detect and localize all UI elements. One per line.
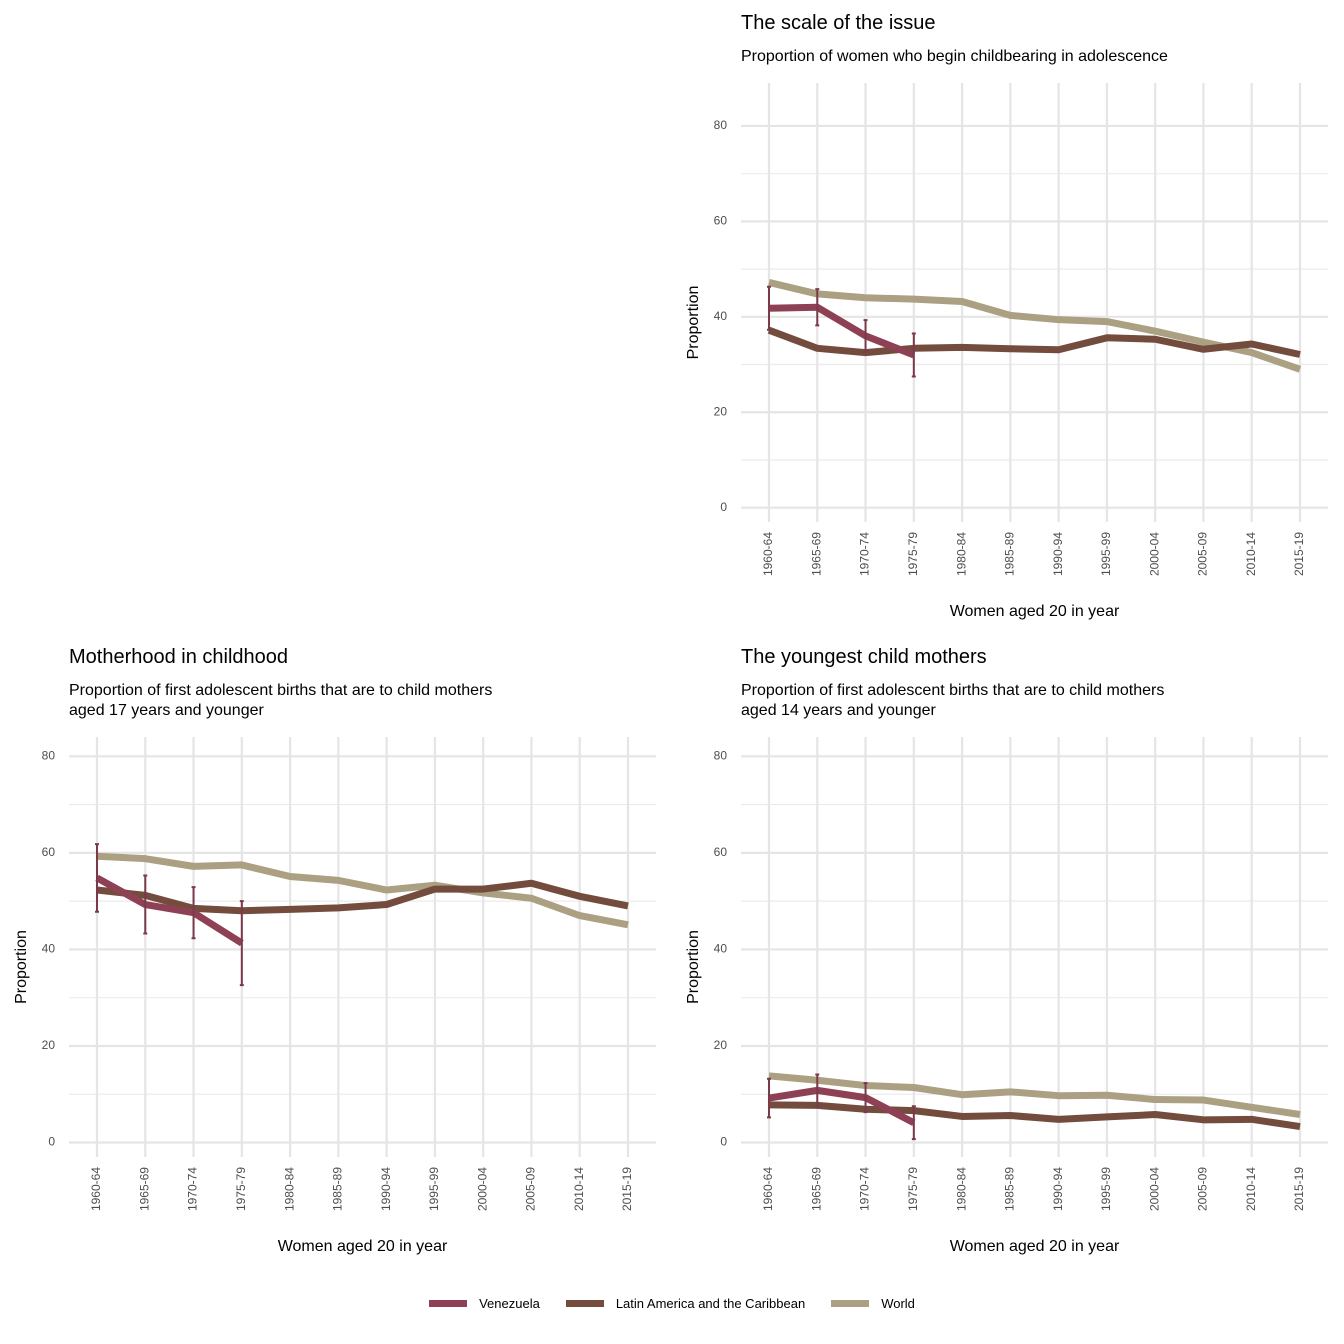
x-tick-label: 2005-09: [524, 1167, 538, 1211]
error-bar: [767, 285, 771, 331]
x-tick-label: 1970-74: [858, 1167, 872, 1211]
error-bar: [863, 319, 868, 353]
x-tick-label: 1990-94: [379, 1167, 393, 1211]
series-line: [96, 879, 629, 915]
x-tick-label: 2015-19: [1292, 1167, 1306, 1211]
x-tick-label: 1965-69: [809, 1167, 823, 1211]
chart-subtitle: Proportion of women who begin childbeari…: [741, 48, 1168, 65]
x-tick-label: 1965-69: [809, 532, 823, 576]
legend-item: Venezuela: [429, 1296, 540, 1311]
x-tick-label: 1995-99: [1099, 532, 1113, 576]
x-tick-label: 1975-79: [906, 1167, 920, 1211]
error-bar: [863, 1082, 868, 1114]
series-line: [96, 852, 629, 929]
x-tick-label: 2000-04: [1147, 1167, 1161, 1211]
y-tick-label: 40: [714, 309, 728, 323]
x-tick-label: 2000-04: [1147, 532, 1161, 576]
chart-title: The youngest child mothers: [741, 646, 987, 668]
y-tick-label: 0: [720, 1135, 727, 1149]
x-axis-title: Women aged 20 in year: [950, 1238, 1120, 1255]
series-line: [768, 1101, 1301, 1131]
chart-subtitle: Proportion of first adolescent births th…: [69, 682, 493, 719]
y-axis-title: Proportion: [685, 930, 702, 1004]
y-tick-label: 80: [42, 748, 56, 762]
x-tick-label: 1965-69: [137, 1167, 151, 1211]
y-tick-label: 0: [48, 1135, 55, 1149]
y-tick-label: 40: [714, 942, 728, 956]
y-tick-label: 0: [720, 500, 727, 514]
chart-heading: The youngest child mothers Proportion of …: [741, 646, 1164, 721]
x-tick-label: 1975-79: [906, 532, 920, 576]
x-tick-label: 2015-19: [620, 1167, 634, 1211]
series-line: [768, 1072, 1301, 1118]
legend-swatch: [565, 1300, 604, 1307]
x-tick-label: 2010-14: [572, 1167, 586, 1211]
x-tick-label: 1980-84: [954, 1167, 968, 1211]
x-tick-label: 2015-19: [1292, 532, 1306, 576]
x-tick-label: 1985-89: [1003, 1167, 1017, 1211]
y-tick-label: 20: [714, 1038, 728, 1052]
chart-title: Motherhood in childhood: [69, 646, 289, 668]
chart-subtitle: Proportion of first adolescent births th…: [741, 682, 1165, 719]
x-tick-label: 1985-89: [331, 1167, 345, 1211]
y-axis-title: Proportion: [13, 930, 30, 1004]
x-tick-label: 1960-64: [761, 532, 775, 576]
y-tick-label: 40: [42, 942, 56, 956]
x-tick-label: 2005-09: [1196, 532, 1210, 576]
x-axis-title: Women aged 20 in year: [278, 1238, 448, 1255]
series-line: [768, 303, 916, 359]
error-bar: [911, 332, 916, 378]
x-tick-label: 1980-84: [282, 1167, 296, 1211]
legend-label: World: [881, 1296, 915, 1311]
error-bar: [815, 1073, 820, 1108]
x-tick-label: 1995-99: [1099, 1167, 1113, 1211]
y-tick-label: 80: [714, 118, 728, 132]
error-bar: [239, 900, 244, 987]
x-axis-title: Women aged 20 in year: [950, 603, 1120, 620]
y-tick-label: 60: [42, 845, 56, 859]
legend-label: Venezuela: [479, 1296, 540, 1311]
legend: Venezuela Latin America and the Caribbean…: [0, 1296, 1344, 1311]
x-tick-label: 1990-94: [1051, 532, 1065, 576]
x-tick-label: 2010-14: [1244, 1167, 1258, 1211]
x-tick-label: 1990-94: [1051, 1167, 1065, 1211]
chart-heading: The scale of the issue Proportion of wome…: [741, 12, 1168, 67]
x-tick-label: 1985-89: [1003, 532, 1017, 576]
legend-item: World: [831, 1296, 915, 1311]
y-tick-label: 20: [42, 1038, 56, 1052]
y-axis-title: Proportion: [685, 286, 702, 360]
series-line: [767, 326, 1301, 358]
x-tick-label: 1995-99: [427, 1167, 441, 1211]
x-tick-label: 1960-64: [761, 1167, 775, 1211]
y-tick-label: 80: [714, 748, 728, 762]
x-tick-label: 2000-04: [475, 1167, 489, 1211]
y-tick-label: 60: [714, 845, 728, 859]
error-bar: [143, 874, 148, 935]
error-bar: [767, 1077, 771, 1119]
series-line: [768, 1086, 916, 1126]
x-tick-label: 1970-74: [858, 532, 872, 576]
y-tick-label: 60: [714, 214, 728, 228]
x-tick-label: 1980-84: [954, 532, 968, 576]
legend-label: Latin America and the Caribbean: [615, 1296, 806, 1311]
legend-item: Latin America and the Caribbean: [565, 1296, 806, 1311]
x-tick-label: 1975-79: [234, 1167, 248, 1211]
chart-title: The scale of the issue: [741, 12, 936, 34]
error-bar: [815, 288, 820, 327]
y-tick-label: 20: [714, 404, 728, 418]
series-line: [768, 279, 1302, 373]
error-bar: [191, 886, 196, 940]
x-tick-label: 1970-74: [186, 1167, 200, 1211]
x-tick-label: 2010-14: [1244, 532, 1258, 576]
series-line: [95, 874, 244, 947]
legend-swatch: [429, 1300, 468, 1307]
legend-swatch: [831, 1300, 870, 1307]
x-tick-label: 1960-64: [89, 1167, 103, 1211]
error-bar: [911, 1105, 916, 1141]
chart-heading: Motherhood in childhood Proportion of fir…: [69, 646, 492, 721]
error-bar: [95, 843, 99, 913]
x-tick-label: 2005-09: [1196, 1167, 1210, 1211]
